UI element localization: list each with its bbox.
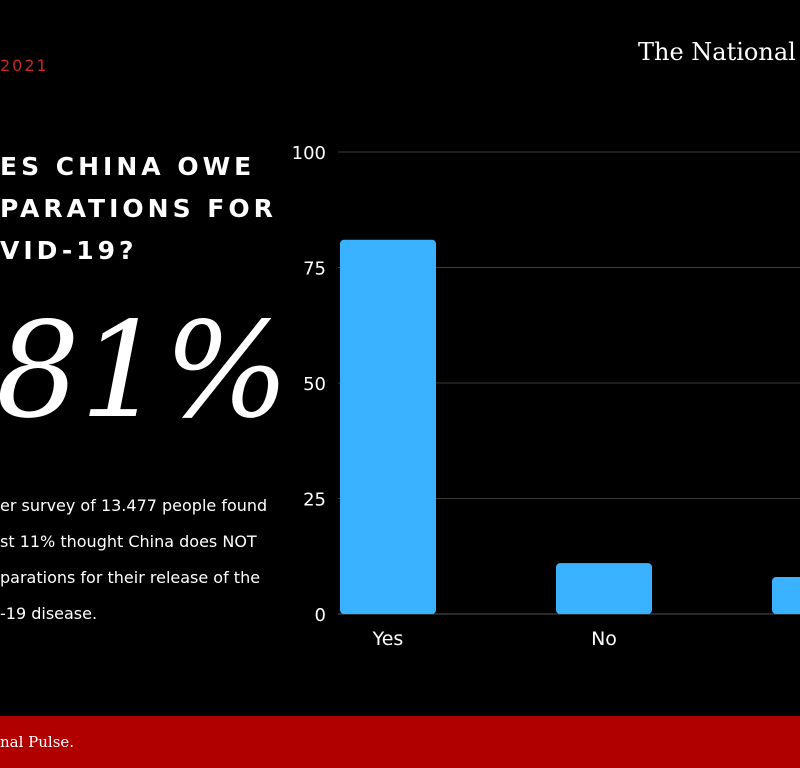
footer-bar: nal Pulse. — [0, 716, 800, 768]
body-line: -19 disease. — [0, 604, 98, 623]
y-tick-label: 25 — [303, 490, 326, 511]
x-tick-label: Yes — [372, 628, 404, 650]
y-tick-label: 50 — [303, 374, 326, 395]
body-line: parations for their release of the — [0, 568, 261, 587]
bar — [772, 577, 800, 614]
body-line: er survey of 13.477 people found — [0, 496, 268, 515]
bar — [556, 563, 652, 614]
y-tick-label: 0 — [315, 605, 326, 626]
headline-line: ES CHINA OWE — [0, 152, 256, 181]
date-label: 2021 — [0, 56, 49, 75]
brand-name: The National P — [638, 38, 800, 66]
headline: ES CHINA OWE PARATIONS FOR VID-19? — [0, 146, 300, 272]
bar — [340, 239, 436, 614]
body-line: st 11% thought China does NOT — [0, 532, 257, 551]
x-tick-label: No — [591, 628, 617, 650]
headline-line: PARATIONS FOR — [0, 194, 277, 223]
y-tick-label: 75 — [303, 259, 326, 280]
big-stat: 81% — [0, 294, 290, 448]
y-tick-label: 100 — [292, 143, 326, 164]
headline-line: VID-19? — [0, 236, 138, 265]
bar-chart: 0255075100YesNoU — [292, 143, 800, 650]
footer-text: nal Pulse. — [0, 733, 75, 751]
body-text: er survey of 13.477 people found st 11% … — [0, 488, 300, 632]
